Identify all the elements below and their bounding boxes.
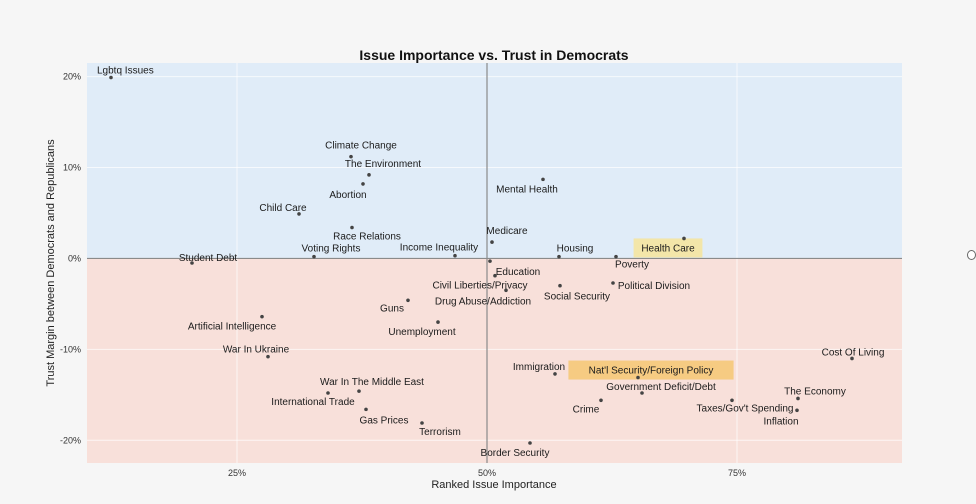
data-point: [367, 173, 371, 177]
x-tick-label: 50%: [478, 468, 496, 478]
data-point-label: War In The Middle East: [320, 377, 424, 388]
data-point: [493, 273, 497, 278]
data-point: [640, 391, 644, 395]
data-point-label: Social Security: [544, 292, 610, 303]
data-point-label: Border Security: [481, 448, 550, 459]
x-tick-label: 75%: [728, 468, 746, 478]
data-point: [349, 154, 353, 159]
data-point: [420, 421, 424, 425]
y-tick-label: -10%: [60, 344, 81, 354]
resize-handle[interactable]: [967, 250, 976, 260]
data-point-label: Civil Liberties/Privacy: [432, 281, 527, 292]
data-point-label: Unemployment: [388, 327, 455, 338]
data-point: [436, 320, 440, 324]
data-point: [361, 182, 365, 186]
data-point: [796, 396, 800, 401]
data-point: [488, 259, 492, 263]
highlight-box: [568, 360, 734, 380]
data-point: [490, 240, 494, 244]
data-point: [850, 356, 854, 361]
x-axis-title: Ranked Issue Importance: [431, 479, 556, 491]
chart-title: Issue Importance vs. Trust in Democrats: [359, 47, 628, 63]
y-tick-label: 20%: [63, 72, 81, 82]
data-point: [541, 177, 545, 182]
axes: 20% 10% 0% -10% -20% 25% 50% 75%: [60, 63, 902, 478]
data-point: [557, 254, 561, 259]
data-point-label: Abortion: [329, 190, 366, 201]
data-point-label: Immigration: [513, 362, 565, 373]
data-point: [297, 212, 301, 216]
data-point: [636, 375, 640, 380]
y-tick-label: -20%: [60, 435, 81, 445]
data-point-label: Gas Prices: [360, 415, 409, 426]
x-tick-label: 25%: [228, 468, 246, 478]
data-point-label: Drug Abuse/Addiction: [435, 296, 531, 307]
data-point: [553, 372, 557, 376]
data-point-label: Medicare: [486, 226, 528, 237]
data-point: [682, 236, 686, 241]
data-point: [350, 225, 354, 230]
data-point: [326, 391, 330, 395]
y-tick-label: 10%: [63, 163, 81, 173]
data-point-label: Poverty: [615, 260, 649, 271]
data-point: [730, 398, 734, 403]
data-point-label: Political Division: [618, 281, 690, 292]
data-point-label: Child Care: [259, 203, 307, 214]
data-point: [364, 407, 368, 412]
data-point: [260, 314, 264, 319]
data-point: [312, 254, 316, 259]
data-point-label: International Trade: [271, 397, 355, 408]
data-point: [614, 254, 618, 259]
y-axis-title: Trust Margin between Democrats and Repub…: [45, 139, 57, 387]
data-point-label: Artificial Intelligence: [188, 322, 277, 333]
data-point: [406, 298, 410, 303]
data-point-label: War In Ukraine: [223, 345, 290, 356]
data-point-label: Crime: [573, 404, 600, 415]
data-point: [266, 354, 270, 359]
data-point-label: Taxes/Gov't Spending: [697, 403, 794, 414]
data-point-label: Nat'l Security/Foreign Policy: [589, 366, 714, 377]
data-point-label: Cost Of Living: [822, 347, 885, 358]
highlight-box: [633, 238, 703, 258]
data-point-label: Voting Rights: [302, 244, 361, 255]
data-point: [109, 75, 113, 80]
plot-background: [87, 63, 902, 463]
data-point-label: Housing: [557, 244, 594, 255]
data-point: [558, 283, 562, 288]
data-point-label: The Environment: [345, 159, 421, 170]
data-point: [504, 288, 508, 293]
data-point: [795, 408, 799, 413]
data-point-label: Climate Change: [325, 141, 397, 152]
data-point: [357, 389, 361, 393]
data-point: [599, 398, 603, 403]
data-points: Lgbtq Issues Climate Change The Environmen…: [97, 66, 884, 459]
data-point-label: Terrorism: [419, 427, 461, 438]
data-point-label: Education: [496, 267, 540, 278]
data-point: [611, 281, 615, 285]
y-tick-label: 0%: [68, 253, 81, 263]
data-point-label: Government Deficit/Debt: [606, 382, 716, 393]
negative-region: [87, 258, 902, 463]
data-point-label: Inflation: [763, 416, 798, 427]
data-point-label: Lgbtq Issues: [97, 66, 154, 77]
data-point-label: Student Debt: [179, 253, 238, 264]
data-point-label: Mental Health: [496, 184, 558, 195]
data-point-label: Race Relations: [333, 232, 401, 243]
data-point: [528, 441, 532, 445]
data-point: [453, 253, 457, 258]
data-point-label: Income Inequality: [400, 243, 478, 254]
positive-region: [87, 63, 902, 259]
data-point-label: Health Care: [641, 243, 695, 254]
data-point-label: Guns: [380, 303, 404, 314]
data-point-label: The Economy: [784, 386, 846, 397]
data-point: [190, 261, 194, 265]
